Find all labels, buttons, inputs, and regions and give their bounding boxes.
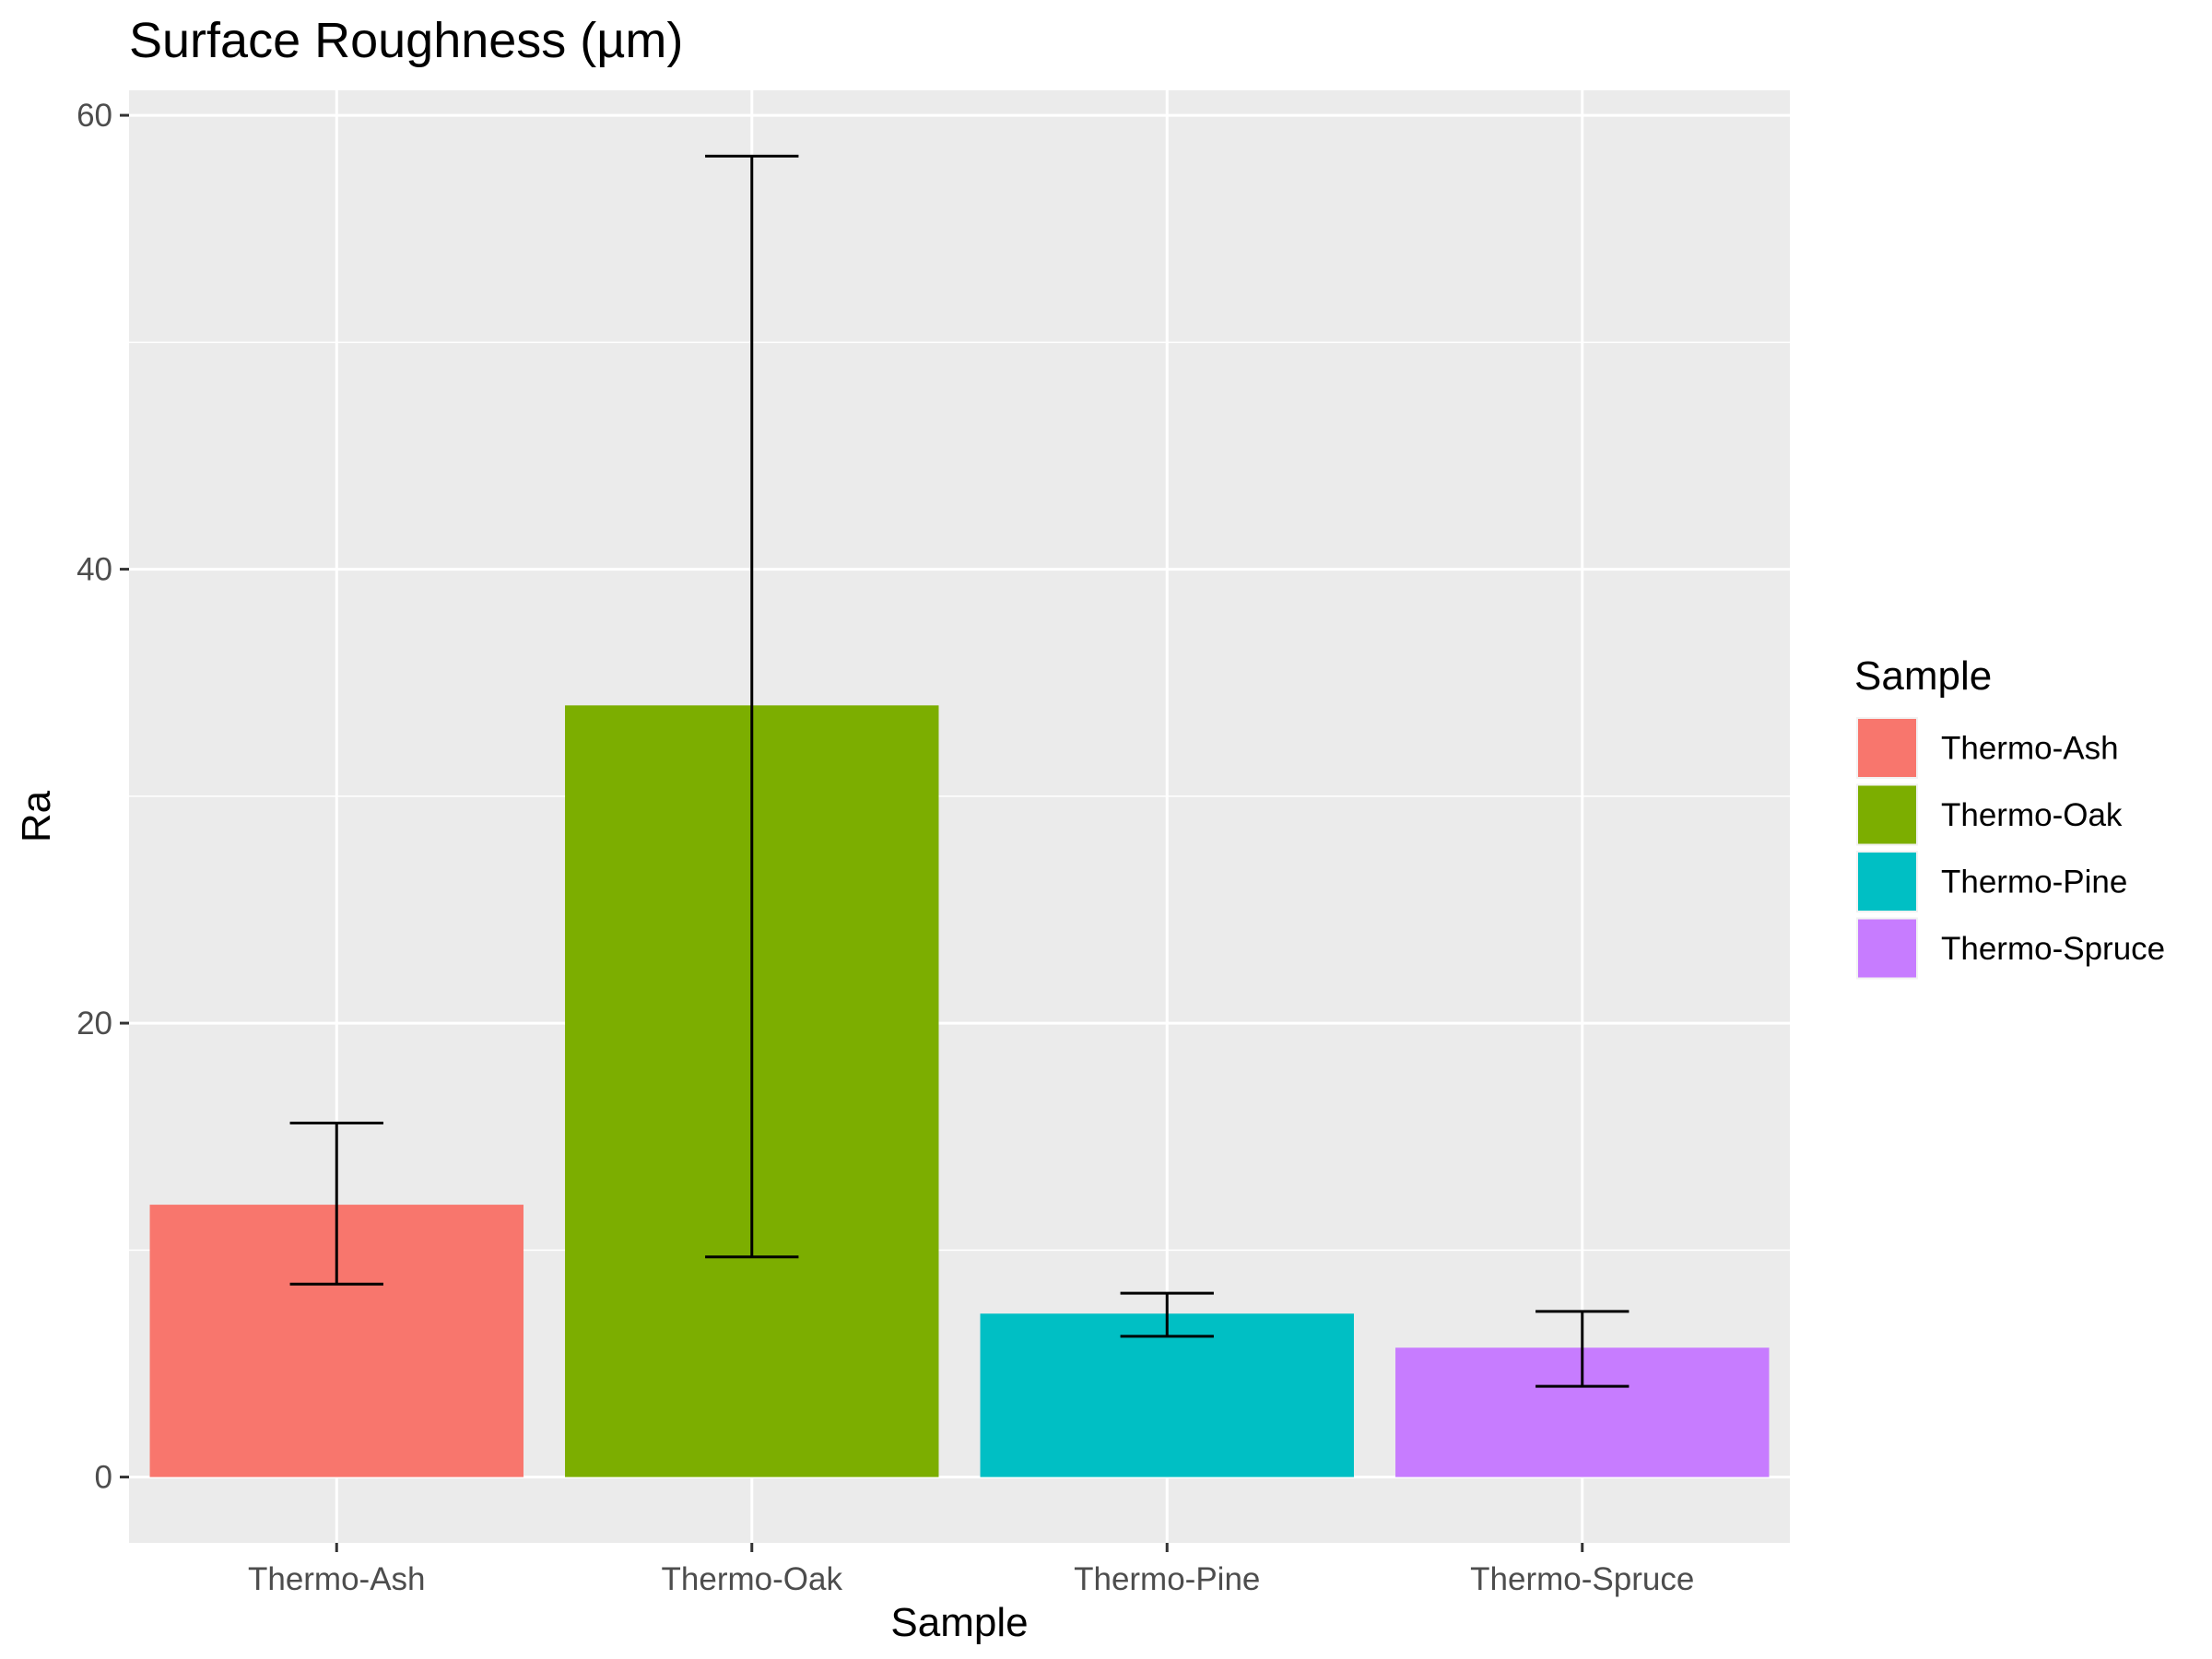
error-bars <box>289 154 1630 1388</box>
legend-title: Sample <box>1854 653 1992 699</box>
legend-item-thermo-spruce: Thermo-Spruce <box>1856 917 2165 980</box>
y-tick-label: 60 <box>76 98 112 134</box>
legend-swatch <box>1858 919 1916 978</box>
axes: 0 20 40 60 Thermo-Ash Thermo-Oak Thermo-Pine Th… <box>76 98 1694 1597</box>
bar-thermo-pine <box>980 1313 1354 1477</box>
legend-item-thermo-pine: Thermo-Pine <box>1856 851 2127 912</box>
y-axis-title: Ra <box>14 790 59 842</box>
legend-label: Thermo-Pine <box>1941 865 2127 900</box>
legend-item-thermo-oak: Thermo-Oak <box>1856 783 2123 846</box>
y-tick-label: 0 <box>95 1460 112 1496</box>
legend-label: Thermo-Spruce <box>1941 931 2165 967</box>
legend-swatch <box>1858 785 1916 844</box>
error-bar-thermo-ash <box>289 1121 383 1286</box>
chart-title: Surface Roughness (µm) <box>129 13 683 68</box>
x-tick-label: Thermo-Spruce <box>1470 1561 1694 1597</box>
error-bar-thermo-pine <box>1120 1291 1214 1338</box>
x-tick-label: Thermo-Pine <box>1074 1561 1260 1597</box>
legend-item-thermo-ash: Thermo-Ash <box>1856 717 2119 779</box>
y-tick-label: 20 <box>76 1006 112 1041</box>
error-bar-thermo-spruce <box>1535 1310 1630 1388</box>
legend-label: Thermo-Ash <box>1941 731 2119 767</box>
legend-swatch <box>1858 853 1916 911</box>
legend-swatch <box>1858 719 1916 777</box>
legend-label: Thermo-Oak <box>1941 797 2123 833</box>
legend: Sample Thermo-Ash Thermo-Oak Thermo-Pine Th… <box>1854 653 2165 980</box>
error-bar-thermo-oak <box>705 154 799 1259</box>
y-tick-label: 40 <box>76 552 112 588</box>
x-tick-label: Thermo-Ash <box>248 1561 426 1597</box>
x-tick-label: Thermo-Oak <box>662 1561 843 1597</box>
x-axis-title: Sample <box>890 1600 1028 1645</box>
